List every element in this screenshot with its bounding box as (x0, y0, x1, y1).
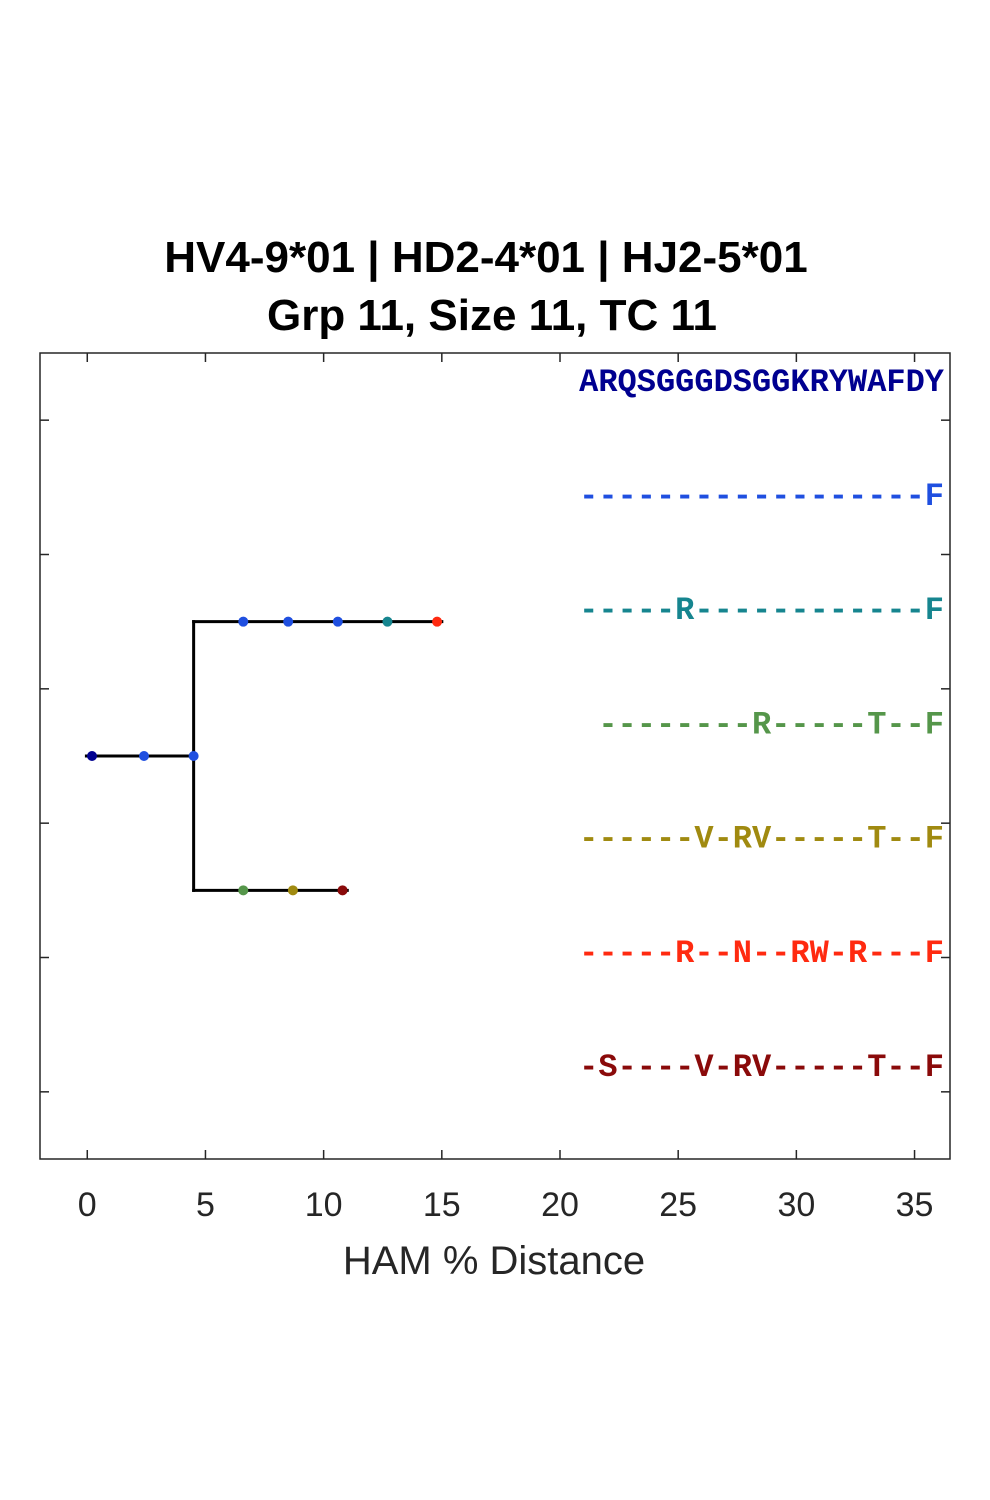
dendrogram-nodes (87, 616, 443, 896)
x-tick-label-5: 25 (659, 1186, 697, 1224)
sequence-label-6: -S----V-RV-----T--F (579, 1049, 944, 1086)
sequence-label-2: -----R------------F (579, 592, 944, 629)
x-tick-label-1: 5 (196, 1186, 215, 1224)
x-tick-labels: 0 5 10 15 20 25 30 35 (78, 1186, 934, 1224)
x-tick-label-7: 35 (896, 1186, 934, 1224)
x-tick-label-3: 15 (423, 1186, 461, 1224)
tree-node-5 (332, 616, 343, 627)
tree-node-1 (139, 751, 149, 761)
sequence-labels: ARQSGGGDSGGKRYWAFDY ------------------F --… (579, 364, 945, 1086)
sequence-label-1: ------------------F (579, 478, 944, 515)
tree-node-10 (337, 885, 348, 896)
plot-area-frame (39, 352, 951, 1160)
chart-title-line-1: HV4-9*01 | HD2-4*01 | HJ2-5*01 (164, 233, 807, 283)
axis-ticks (40, 353, 950, 1159)
x-tick-label-0: 0 (78, 1186, 97, 1224)
x-axis-label: HAM % Distance (343, 1239, 645, 1283)
tree-node-9 (287, 885, 298, 896)
tree-node-8 (238, 885, 249, 896)
x-tick-label-4: 20 (541, 1186, 579, 1224)
sequence-label-0: ARQSGGGDSGGKRYWAFDY (579, 364, 945, 401)
tree-node-3 (238, 616, 249, 627)
sequence-label-3: --------R-----T--F (598, 706, 944, 743)
dendrogram-tree (84, 620, 444, 892)
x-tick-label-6: 30 (777, 1186, 815, 1224)
tree-node-4 (283, 616, 294, 627)
sequence-label-4: ------V-RV-----T--F (579, 821, 944, 858)
x-tick-label-2: 10 (305, 1186, 343, 1224)
tree-node-2 (188, 751, 199, 761)
tree-node-7 (432, 616, 443, 627)
tree-node-6 (382, 616, 393, 627)
tree-node-0 (87, 751, 97, 761)
chart-title-line-2: Grp 11, Size 11, TC 11 (267, 291, 717, 340)
sequence-label-5: -----R--N--RW-R---F (579, 935, 944, 972)
